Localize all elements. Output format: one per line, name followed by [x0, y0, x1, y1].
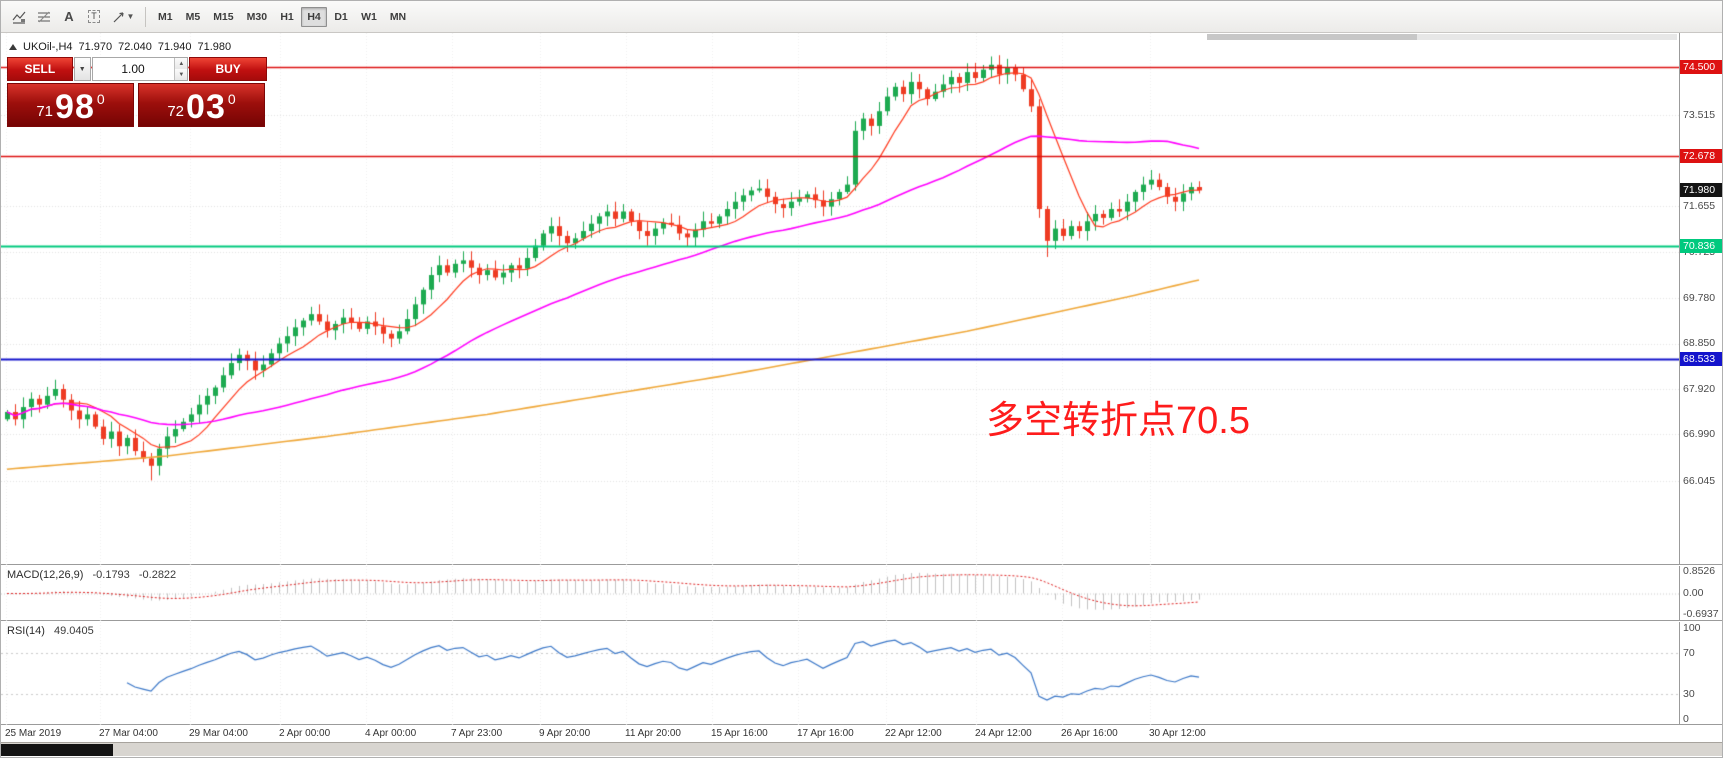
- time-axis-label: 7 Apr 23:00: [451, 728, 503, 739]
- time-axis-label: 17 Apr 16:00: [797, 728, 854, 739]
- ohlc-open: 71.970: [78, 41, 113, 53]
- sell-price-prefix: 71: [36, 103, 54, 120]
- price-axis-badge: 71.980: [1680, 183, 1722, 197]
- ohlc-high: 72.040: [118, 41, 152, 53]
- price-axis-badge: 70.836: [1680, 239, 1722, 253]
- buy-price-sup: 0: [227, 91, 236, 107]
- chart-window: UKOil-,H4 71.970 72.040 71.940 71.980 SE…: [1, 33, 1722, 757]
- rsi-canvas[interactable]: [1, 622, 1679, 725]
- rsi-axis-label: 70: [1683, 647, 1695, 659]
- symbol-header: UKOil-,H4 71.970 72.040 71.940 71.980: [9, 41, 231, 53]
- time-axis-label: 9 Apr 20:00: [539, 728, 591, 739]
- price-axis-badge: 74.500: [1680, 60, 1722, 74]
- sell-button[interactable]: SELL: [7, 57, 73, 81]
- macd-value-main: -0.1793: [92, 569, 130, 581]
- rsi-label: RSI(14) 49.0405: [7, 625, 94, 637]
- rsi-pane: RSI(14) 49.0405: [1, 622, 1679, 725]
- macd-axis-label: 0.00: [1683, 587, 1704, 599]
- time-axis-label: 22 Apr 12:00: [885, 728, 942, 739]
- tf-button-m15[interactable]: M15: [213, 10, 234, 23]
- time-axis-label: 2 Apr 00:00: [279, 728, 331, 739]
- macd-axis-label: 0.8526: [1683, 565, 1716, 577]
- tf-button-m30[interactable]: M30: [246, 10, 268, 23]
- time-axis-label: 4 Apr 00:00: [365, 728, 417, 739]
- rsi-axis[interactable]: 100 70 30 0: [1679, 622, 1722, 725]
- price-axis-badge: 72.678: [1680, 149, 1722, 163]
- tf-button-d1[interactable]: D1: [334, 10, 348, 23]
- tf-button-h4[interactable]: H4: [301, 6, 328, 27]
- price-axis-label: 69.780: [1683, 292, 1716, 304]
- text-label-tool-icon[interactable]: T: [82, 6, 106, 28]
- macd-label: MACD(12,26,9) -0.1793 -0.2822: [7, 569, 176, 581]
- price-axis-label: 73.515: [1683, 109, 1716, 121]
- time-axis-label: 25 Mar 2019: [5, 728, 62, 739]
- macd-value-signal: -0.2822: [138, 569, 177, 581]
- ohlc-close: 71.980: [197, 41, 232, 53]
- price-axis-label: 68.850: [1683, 337, 1716, 349]
- time-axis-label: 15 Apr 16:00: [711, 728, 768, 739]
- rsi-axis-label: 0: [1683, 713, 1689, 725]
- rsi-axis-label: 100: [1683, 622, 1701, 634]
- time-axis-label: 24 Apr 12:00: [975, 728, 1032, 739]
- text-tool-icon[interactable]: A: [64, 9, 74, 24]
- volume-input[interactable]: [91, 57, 189, 81]
- price-axis[interactable]: 73.51571.65570.72569.78068.85067.92066.9…: [1679, 33, 1722, 565]
- horizontal-scrollbar[interactable]: [1, 742, 1722, 756]
- price-chart-canvas[interactable]: [1, 33, 1679, 565]
- rsi-axis-label: 30: [1683, 688, 1695, 700]
- chart-top-scrollbar-thumb[interactable]: [1207, 34, 1417, 40]
- buy-price-prefix: 72: [167, 103, 185, 120]
- rsi-name: RSI(14): [7, 625, 45, 637]
- toolbar: A T ▼ M1 M5 M15 M30 H1 H4 D1 W1 MN: [1, 1, 1722, 33]
- chart-top-scrollbar[interactable]: [1207, 34, 1677, 40]
- time-axis-label: 27 Mar 04:00: [99, 728, 158, 739]
- tf-button-mn[interactable]: MN: [389, 10, 407, 23]
- volume-dropdown-button[interactable]: ▼: [73, 57, 91, 81]
- horizontal-scrollbar-thumb[interactable]: [1, 744, 113, 756]
- tf-button-m5[interactable]: M5: [185, 10, 201, 23]
- price-axis-label: 66.045: [1683, 475, 1716, 487]
- time-axis[interactable]: 25 Mar 2019 27 Mar 04:00 29 Mar 04:00 2 Apr…: [1, 726, 1722, 742]
- buy-price-tile[interactable]: 72 03 0: [138, 83, 265, 127]
- time-axis-label: 11 Apr 20:00: [625, 728, 681, 739]
- buy-button[interactable]: BUY: [189, 57, 267, 81]
- tf-button-w1[interactable]: W1: [361, 10, 377, 23]
- price-axis-label: 71.655: [1683, 200, 1716, 212]
- chevron-down-icon: ▼: [126, 12, 135, 21]
- time-axis-label: 26 Apr 16:00: [1061, 728, 1118, 739]
- symbol-triangle-icon: [9, 44, 17, 50]
- ohlc-low: 71.940: [157, 41, 192, 53]
- price-axis-badge: 68.533: [1680, 352, 1722, 366]
- spinner-up-icon[interactable]: ▲: [174, 58, 188, 69]
- sell-price-big: 98: [55, 87, 95, 126]
- price-pane: UKOil-,H4 71.970 72.040 71.940 71.980 SE…: [1, 33, 1679, 565]
- volume-spinner[interactable]: ▲ ▼: [174, 58, 188, 80]
- tf-button-h1[interactable]: H1: [280, 10, 294, 23]
- sell-price-sup: 0: [96, 91, 105, 107]
- toolbar-separator: [145, 6, 146, 27]
- fibonacci-icon[interactable]: [32, 6, 56, 28]
- chart-text-annotation[interactable]: 多空转折点70.5: [986, 400, 1250, 442]
- time-axis-label: 29 Mar 04:00: [189, 728, 248, 739]
- buy-price-big: 03: [186, 87, 226, 126]
- macd-axis[interactable]: 0.8526 0.00 -0.6937: [1679, 565, 1722, 621]
- sell-price-tile[interactable]: 71 98 0: [7, 83, 134, 127]
- line-studies-icon[interactable]: [7, 6, 31, 28]
- spinner-down-icon[interactable]: ▼: [174, 69, 188, 80]
- macd-axis-label: -0.6937: [1683, 608, 1719, 620]
- symbol-name: UKOil-,H4: [23, 41, 73, 53]
- price-axis-label: 66.990: [1683, 428, 1716, 440]
- price-axis-label: 67.920: [1683, 383, 1716, 395]
- arrows-tool-icon[interactable]: ▼: [107, 6, 139, 28]
- chevron-down-icon: ▼: [78, 65, 86, 73]
- macd-name: MACD(12,26,9): [7, 569, 84, 581]
- tf-button-m1[interactable]: M1: [158, 10, 173, 23]
- macd-pane: MACD(12,26,9) -0.1793 -0.2822: [1, 566, 1679, 621]
- rsi-value: 49.0405: [53, 625, 94, 637]
- one-click-trade-panel: SELL ▼ ▲ ▼ BUY 71: [7, 57, 267, 127]
- time-axis-label: 30 Apr 12:00: [1149, 728, 1206, 739]
- macd-canvas[interactable]: [1, 566, 1679, 621]
- text-label-glyph: T: [88, 10, 100, 23]
